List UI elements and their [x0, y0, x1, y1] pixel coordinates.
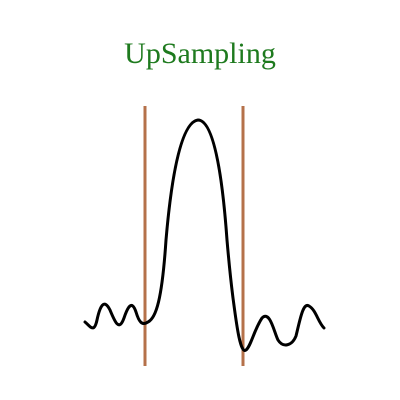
sinc-waveform-curve — [83, 118, 326, 352]
diagram-title: UpSampling — [124, 37, 276, 70]
